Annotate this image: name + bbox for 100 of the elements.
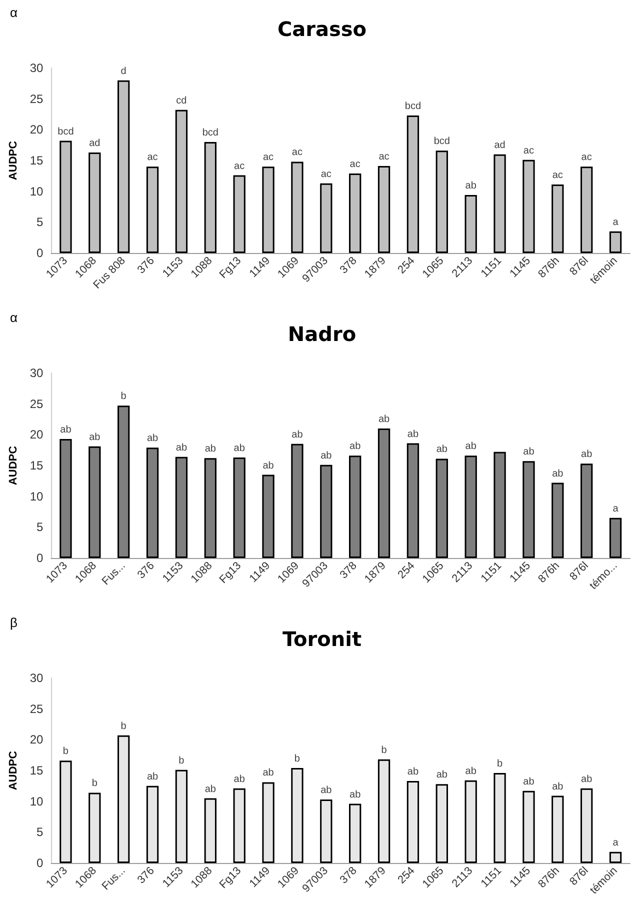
x-tick-label: 376 <box>135 560 157 582</box>
bar <box>146 448 159 558</box>
bar <box>406 443 420 558</box>
y-tick-label: 10 <box>30 489 44 504</box>
bar <box>522 461 535 558</box>
annotation: ab <box>523 776 535 788</box>
annotation: ac <box>523 145 534 156</box>
bar <box>118 406 130 558</box>
bar <box>204 798 216 863</box>
bar <box>436 784 448 863</box>
bar <box>146 786 159 863</box>
annotation: ab <box>234 442 246 454</box>
y-tick-label: 25 <box>30 396 44 411</box>
bar <box>146 166 159 253</box>
annotation: ac <box>234 160 245 172</box>
y-axis-title: AUDPC <box>8 140 20 180</box>
annotation: ac <box>350 158 360 170</box>
bar <box>609 518 622 558</box>
y-tick-label: 5 <box>36 520 44 534</box>
bar <box>464 780 477 863</box>
bar <box>320 464 332 558</box>
y-tick-label: 20 <box>30 122 44 137</box>
y-tick-label: 25 <box>30 702 44 716</box>
bar <box>320 183 332 253</box>
bar <box>233 457 246 558</box>
bar <box>349 456 362 558</box>
annotation: ab <box>465 180 477 192</box>
chart-title: Toronit <box>282 627 362 651</box>
bar <box>349 173 362 253</box>
x-tick-label: 378 <box>338 254 360 276</box>
bar <box>262 166 274 253</box>
bar <box>262 474 274 558</box>
bar <box>88 446 101 558</box>
annotation: d <box>120 66 126 77</box>
y-tick-label: 20 <box>30 732 44 747</box>
chart-title: Carasso <box>277 17 367 41</box>
annotation: ab <box>581 449 593 460</box>
bar <box>118 735 130 863</box>
y-tick-label: 15 <box>30 154 44 168</box>
bar <box>464 195 477 253</box>
annotation: cd <box>176 95 187 106</box>
bar <box>406 780 420 863</box>
x-tick-label: 254 <box>396 864 418 886</box>
x-tick-label: 254 <box>396 560 418 582</box>
y-tick-label: 5 <box>36 215 44 230</box>
bar <box>175 110 188 253</box>
bar <box>464 456 477 558</box>
annotation: ab <box>465 441 477 452</box>
bar <box>436 458 448 558</box>
annotation: b <box>381 744 388 756</box>
annotation: ab <box>146 771 159 782</box>
text: α <box>10 5 18 20</box>
annotation: ab <box>146 433 159 444</box>
y-axis-title: AUDPC <box>8 750 20 790</box>
y-tick-label: 30 <box>30 671 44 685</box>
y-tick-label: 10 <box>30 184 44 198</box>
y-tick-label: 25 <box>30 92 44 106</box>
y-tick-label: 0 <box>36 551 44 565</box>
bar <box>262 782 274 863</box>
annotation: ab <box>436 770 448 781</box>
annotation: ab <box>204 784 216 795</box>
bar <box>204 458 216 558</box>
annotation: a <box>612 216 619 228</box>
bar <box>88 792 101 863</box>
annotation: b <box>294 754 300 765</box>
y-tick-label: 30 <box>30 61 44 75</box>
annotation: ab <box>89 432 101 443</box>
annotation: ad <box>89 138 100 149</box>
bar <box>291 444 304 558</box>
x-tick-label: 378 <box>338 864 360 886</box>
annotation: bcd <box>58 126 74 138</box>
bar <box>609 852 622 863</box>
annotation: b <box>120 391 127 402</box>
bar <box>233 788 246 863</box>
annotation: ab <box>350 441 362 452</box>
y-tick-label: 30 <box>30 366 44 380</box>
bar <box>291 768 304 863</box>
y-tick-label: 15 <box>30 458 44 472</box>
annotation: b <box>120 720 127 732</box>
annotation: ac <box>147 152 158 164</box>
annotation: bcd <box>202 128 218 138</box>
annotation: ab <box>262 768 274 779</box>
annotation: ac <box>552 170 563 182</box>
annotation: ab <box>407 766 419 778</box>
bar <box>378 428 390 558</box>
annotation: a <box>612 837 619 848</box>
annotation: ab <box>436 444 448 456</box>
annotation: bcd <box>434 136 450 148</box>
annotation: ab <box>176 442 188 454</box>
bar <box>436 150 448 253</box>
annotation: ac <box>292 147 302 158</box>
bar <box>609 231 622 253</box>
annotation: ab <box>292 429 304 440</box>
annotation: ab <box>465 766 477 777</box>
x-tick-label: 378 <box>338 560 360 582</box>
annotation: ab <box>262 460 274 472</box>
annotation: ab <box>581 774 593 785</box>
y-tick-label: 0 <box>36 856 44 870</box>
annotation: ab <box>60 424 72 436</box>
annotation: ab <box>523 446 535 458</box>
